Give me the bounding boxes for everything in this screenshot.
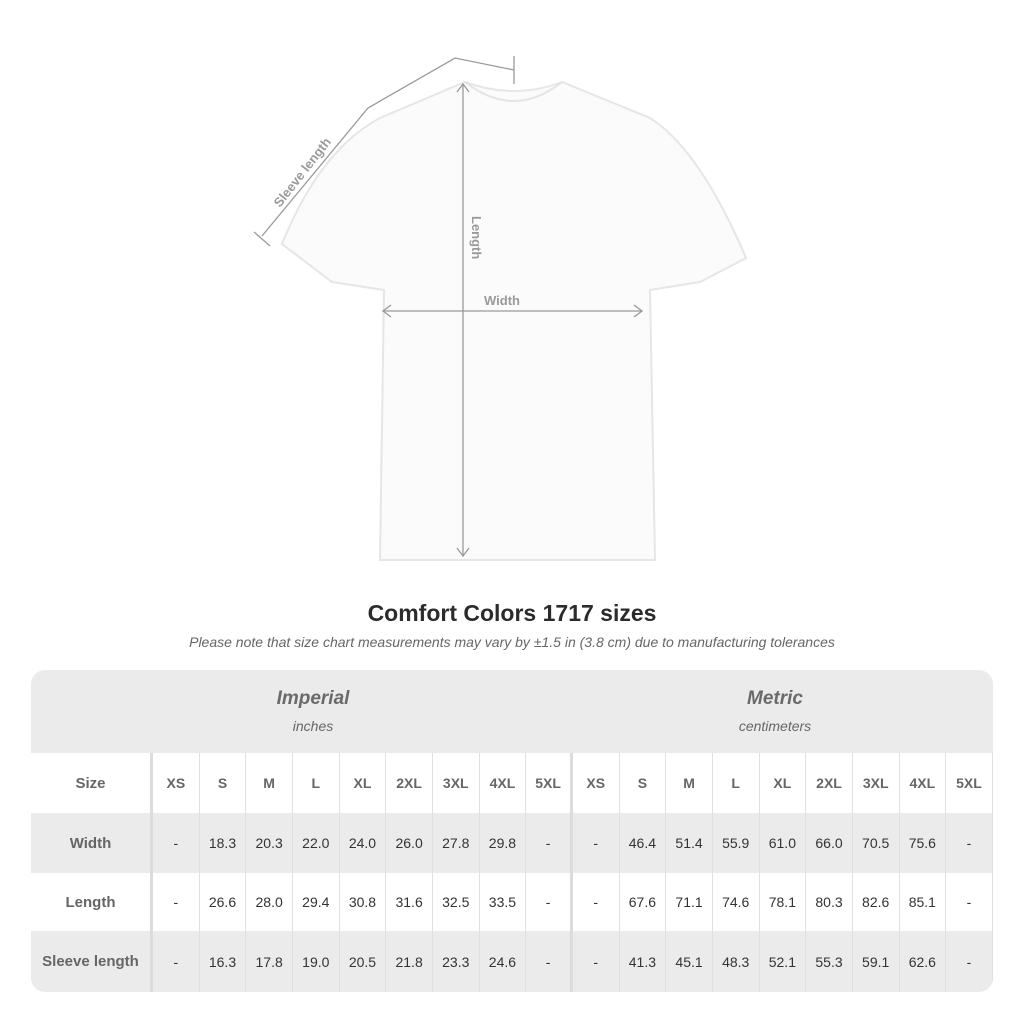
- imperial-cell: 17.8: [246, 931, 293, 992]
- imperial-cell: 32.5: [433, 873, 480, 931]
- metric-cell: 51.4: [666, 813, 713, 873]
- imperial-cell: 5XL: [526, 753, 573, 813]
- metric-cell: 52.1: [760, 931, 807, 992]
- imperial-cell: -: [526, 873, 573, 931]
- imperial-cell: 30.8: [340, 873, 387, 931]
- imperial-cell: 28.0: [246, 873, 293, 931]
- imperial-title: Imperial: [276, 688, 350, 709]
- imperial-cell: M: [246, 753, 293, 813]
- unit-header-band: Imperial inches Metric centimeters: [31, 670, 993, 753]
- metric-cell: 2XL: [806, 753, 853, 813]
- imperial-cell: 4XL: [480, 753, 527, 813]
- imperial-cell: 27.8: [433, 813, 480, 873]
- metric-cell: 74.6: [713, 873, 760, 931]
- chart-title: Comfort Colors 1717 sizes: [367, 600, 657, 626]
- metric-cell: 45.1: [666, 931, 713, 992]
- metric-cell: 66.0: [806, 813, 853, 873]
- metric-cell: XS: [573, 753, 620, 813]
- metric-cell: M: [666, 753, 713, 813]
- metric-cell: 71.1: [666, 873, 713, 931]
- size-header-row: Size XS S M L XL 2XL 3XL 4XL 5XL XS S M L XL 2XL 3XL 4XL 5…: [31, 753, 993, 813]
- metric-cell: 80.3: [806, 873, 853, 931]
- metric-cell: 48.3: [713, 931, 760, 992]
- metric-header: Metric centimeters: [613, 688, 937, 734]
- imperial-cell: 26.0: [386, 813, 433, 873]
- imperial-cell: 29.8: [480, 813, 527, 873]
- metric-cell: -: [573, 813, 620, 873]
- tshirt-image: [280, 80, 748, 561]
- metric-cell: L: [713, 753, 760, 813]
- imperial-cell: L: [293, 753, 340, 813]
- row-label: Length: [31, 873, 153, 931]
- metric-cell: 41.3: [620, 931, 667, 992]
- row-label: Sleeve length: [31, 931, 153, 992]
- imperial-cell: -: [153, 931, 200, 992]
- imperial-cell: 16.3: [200, 931, 247, 992]
- metric-cell: 5XL: [946, 753, 993, 813]
- imperial-cell: 2XL: [386, 753, 433, 813]
- imperial-cell: 21.8: [386, 931, 433, 992]
- imperial-cell: 26.6: [200, 873, 247, 931]
- metric-cell: -: [573, 873, 620, 931]
- table-row: Sleeve length -16.3 17.8 19.0 20.5 21.8 23.3 24…: [31, 931, 993, 992]
- imperial-cell: -: [526, 813, 573, 873]
- table-row: Width -18.3 20.3 22.0 24.0 26.0 27.8 29.8- -46.4…: [31, 813, 993, 873]
- metric-cell: 75.6: [900, 813, 947, 873]
- metric-cell: -: [573, 931, 620, 992]
- metric-cell: -: [946, 813, 993, 873]
- imperial-cell: -: [153, 873, 200, 931]
- imperial-header: Imperial inches: [153, 688, 473, 734]
- row-label: Size: [31, 753, 153, 813]
- metric-cell: 61.0: [760, 813, 807, 873]
- length-label: Length: [469, 216, 484, 259]
- metric-cell: 62.6: [900, 931, 947, 992]
- metric-cell: 46.4: [620, 813, 667, 873]
- metric-cell: 59.1: [853, 931, 900, 992]
- imperial-cell: 24.0: [340, 813, 387, 873]
- width-label: Width: [484, 293, 520, 308]
- metric-cell: 70.5: [853, 813, 900, 873]
- metric-cell: -: [946, 873, 993, 931]
- metric-title: Metric: [747, 688, 803, 709]
- metric-unit: centimeters: [738, 718, 812, 734]
- size-table: Imperial inches Metric centimeters Size X…: [31, 670, 993, 992]
- tolerance-note: Please note that size chart measurements…: [189, 634, 835, 650]
- imperial-cell: 31.6: [386, 873, 433, 931]
- imperial-cell: 23.3: [433, 931, 480, 992]
- imperial-cell: 3XL: [433, 753, 480, 813]
- imperial-cell: XS: [153, 753, 200, 813]
- imperial-cell: 24.6: [480, 931, 527, 992]
- metric-cell: S: [620, 753, 667, 813]
- imperial-cell: S: [200, 753, 247, 813]
- imperial-cell: 22.0: [293, 813, 340, 873]
- metric-cell: 67.6: [620, 873, 667, 931]
- table-row: Length -26.6 28.0 29.4 30.8 31.6 32.5 33.5- -67.…: [31, 873, 993, 931]
- metric-cell: 78.1: [760, 873, 807, 931]
- metric-cell: 55.9: [713, 813, 760, 873]
- imperial-cell: 20.5: [340, 931, 387, 992]
- imperial-cell: -: [153, 813, 200, 873]
- metric-cell: 85.1: [900, 873, 947, 931]
- tshirt-diagram: Sleeve length Length Width: [253, 56, 748, 561]
- metric-cell: -: [946, 931, 993, 992]
- imperial-cell: -: [526, 931, 573, 992]
- imperial-cell: 18.3: [200, 813, 247, 873]
- metric-cell: 82.6: [853, 873, 900, 931]
- imperial-cell: 29.4: [293, 873, 340, 931]
- metric-cell: 55.3: [806, 931, 853, 992]
- imperial-cell: 19.0: [293, 931, 340, 992]
- metric-cell: 4XL: [900, 753, 947, 813]
- imperial-cell: XL: [340, 753, 387, 813]
- row-label: Width: [31, 813, 153, 873]
- metric-cell: 3XL: [853, 753, 900, 813]
- metric-cell: XL: [760, 753, 807, 813]
- imperial-cell: 33.5: [480, 873, 527, 931]
- imperial-cell: 20.3: [246, 813, 293, 873]
- imperial-unit: inches: [292, 718, 334, 734]
